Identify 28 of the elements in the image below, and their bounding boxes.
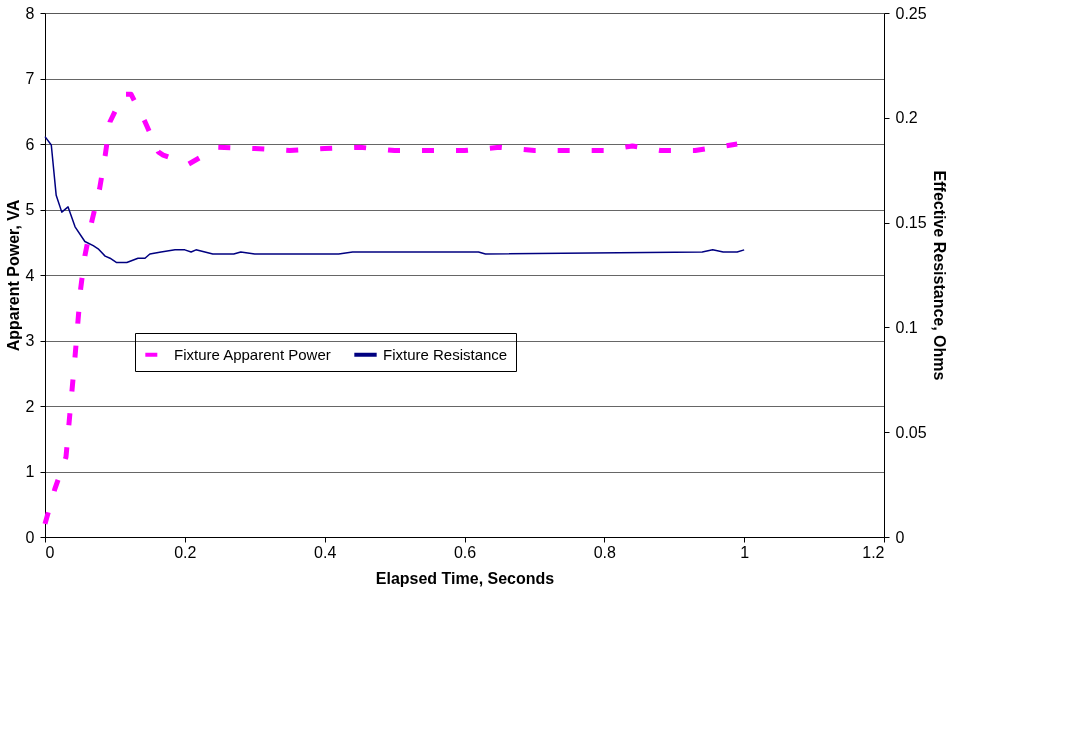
x-axis-title: Elapsed Time, Seconds — [375, 569, 555, 587]
y2-tick-label: 0.15 — [895, 214, 927, 232]
y-tick-label: 4 — [25, 266, 35, 284]
y-axis-title: Apparent Power, VA — [4, 199, 22, 352]
y-tick-label: 2 — [25, 397, 35, 415]
y-tick-label: 3 — [25, 332, 35, 349]
x-tick-label: 1 — [740, 543, 750, 561]
y2-tick-label: 0.25 — [895, 4, 927, 22]
y2-tick-label: 0.05 — [895, 423, 927, 441]
y-tick-label: 6 — [25, 135, 35, 153]
x-tick-label: 0 — [45, 543, 55, 561]
y-tick-label: 5 — [25, 201, 35, 218]
x-tick-label: 0.2 — [174, 543, 197, 561]
x-tick-label: 0.6 — [453, 543, 477, 561]
legend-label: Fixture Resistance — [383, 345, 508, 363]
y-tick-label: 0 — [25, 528, 35, 546]
x-tick-label: 0.4 — [314, 543, 337, 561]
line-series — [44, 135, 745, 264]
y-tick-label: 1 — [25, 463, 35, 480]
legend-label: Fixture Apparent Power — [174, 345, 331, 363]
y2-tick-label: 0 — [895, 528, 905, 546]
x-tick-label: 1.2 — [862, 543, 885, 561]
x-tick-label: 0.8 — [593, 543, 617, 561]
y-tick-label: 7 — [25, 70, 35, 87]
y2-axis-title: Effective Resistance, Ohms — [930, 170, 948, 381]
y2-tick-label: 0.2 — [895, 109, 918, 127]
y-tick-label: 8 — [25, 4, 35, 22]
y2-tick-label: 0.1 — [895, 318, 918, 336]
